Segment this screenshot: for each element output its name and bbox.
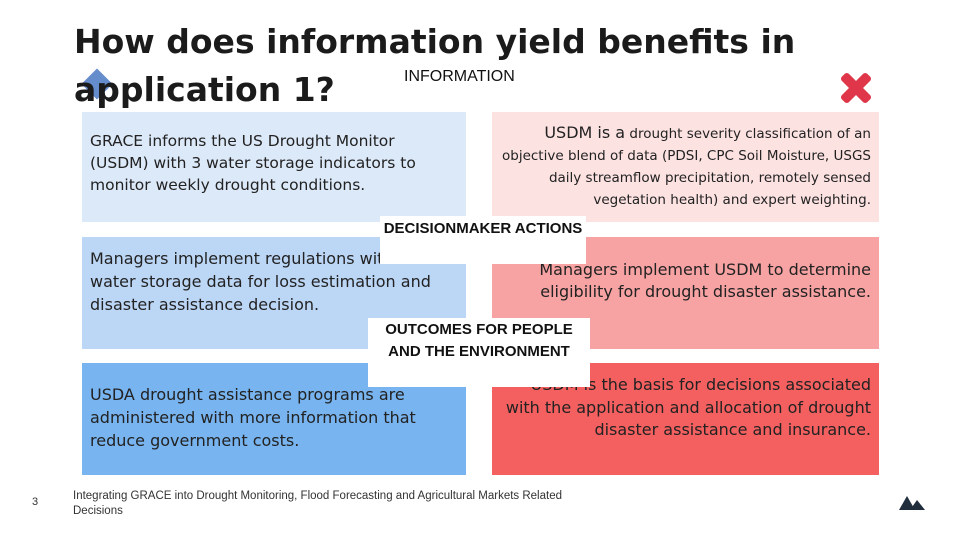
label-decisionmaker-actions: DECISIONMAKER ACTIONS — [380, 216, 586, 264]
slide-number: 3 — [32, 496, 39, 508]
panel-grace-information: GRACE informs the US Drought Monitor (US… — [82, 112, 466, 222]
footer-text: Integrating GRACE into Drought Monitorin… — [73, 490, 562, 517]
label-outcomes: OUTCOMES FOR PEOPLE AND THE ENVIRONMENT — [368, 318, 590, 387]
mountain-logo-icon — [899, 496, 925, 510]
label-information: INFORMATION — [404, 66, 554, 88]
usdm-info-lead: USDM is a — [544, 123, 626, 142]
x-mark-icon — [840, 72, 872, 104]
panel-usdm-information: USDM is a drought severity classificatio… — [492, 112, 879, 222]
usdm-info-rest: drought severity classification of an ob… — [502, 126, 871, 208]
slide-title: How does information yield benefits in a… — [74, 22, 796, 109]
